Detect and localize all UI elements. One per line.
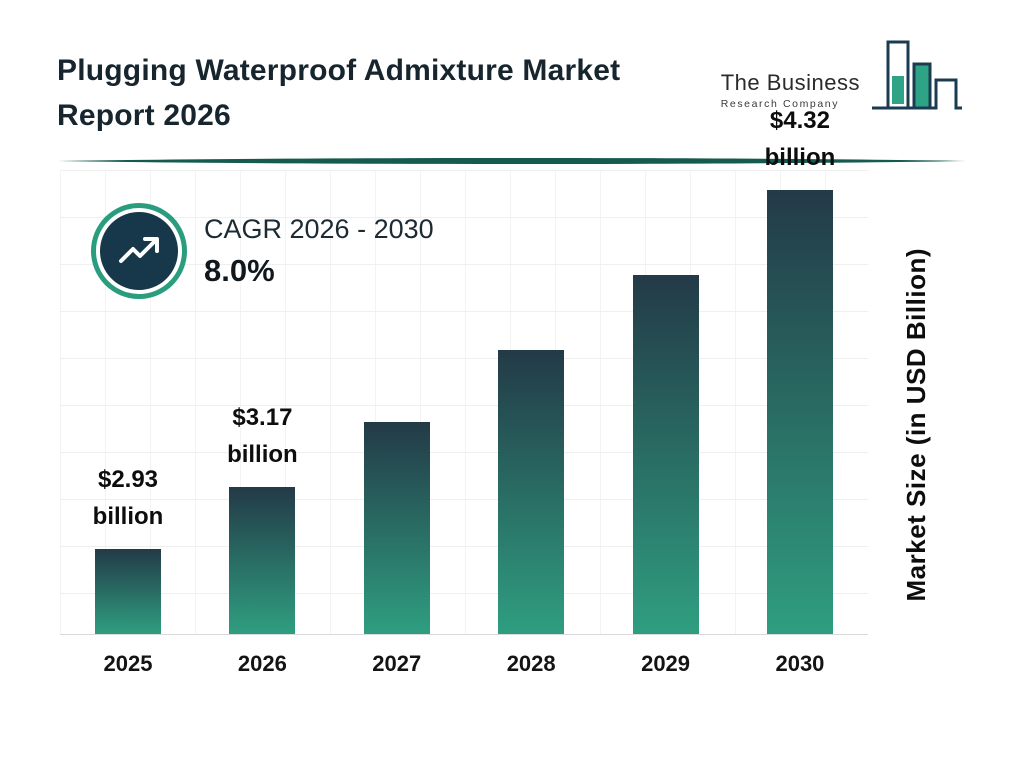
bar-value-label-2025: $2.93 billion [92,465,164,530]
bar-value-label-2026: $3.17 billion [227,403,298,468]
y-axis-label: Market Size (in USD Billion) [901,248,931,602]
bar-2026 [229,487,296,634]
chart-area: $2.93 billion $3.17 billion $4.32 billion 202… [60,107,965,730]
plot-gridlines: $2.93 billion $3.17 billion $4.32 billion [60,107,868,635]
header-divider [58,153,966,164]
plot-wrap: $2.93 billion $3.17 billion $4.32 billion 202… [60,107,868,730]
cagr-badge: CAGR 2026 - 2030 8.0% [96,208,434,294]
bar-2028 [498,350,565,634]
bars-container: $2.93 billion $3.17 billion $4.32 billion [60,107,868,634]
x-axis-label-2027: 2027 [372,651,422,676]
bar-column-2027 [347,422,447,634]
y-axis-label-column: Market Size (in USD Billion) [868,170,965,680]
bar-2029 [632,275,699,634]
cagr-text: CAGR 2026 - 2030 8.0% [204,214,434,289]
x-axis-label-2030: 2030 [775,651,825,676]
title-line-1: Plugging Waterproof Admixture Market [57,54,621,87]
bar-2027 [363,422,430,634]
x-axis-label-2029: 2029 [641,651,691,676]
company-logo: The Business Research Company [721,36,966,125]
bar-chart-logo-icon [866,36,966,125]
bar-column-2030: $4.32 billion [750,102,850,634]
x-axis-labels: 2025 2026 2027 2028 2029 2030 [60,651,868,677]
logo-name: The Business [720,69,860,95]
bar-2025 [95,549,161,634]
bar-column-2025: $2.93 billion [78,461,178,634]
bar-2030 [766,190,833,634]
cagr-range-label: CAGR 2026 - 2030 [204,213,434,244]
bar-column-2026: $3.17 billion [212,399,312,634]
bar-value-label-2030: $4.32 billion [764,106,836,171]
page-title: Plugging Waterproof Admixture Market Rep… [57,48,697,138]
x-axis-label-2026: 2026 [237,651,287,676]
title-line-2: Report 2026 [57,99,231,132]
company-logo-text: The Business Research Company [721,70,860,110]
cagr-value: 8.0% [204,252,275,288]
bar-column-2028 [481,350,581,634]
x-axis-label-2028: 2028 [506,651,556,676]
trend-up-icon [96,208,182,294]
x-axis-label-2025: 2025 [103,651,153,676]
logo-subtitle: Research Company [720,97,840,110]
bar-column-2029 [616,275,716,634]
